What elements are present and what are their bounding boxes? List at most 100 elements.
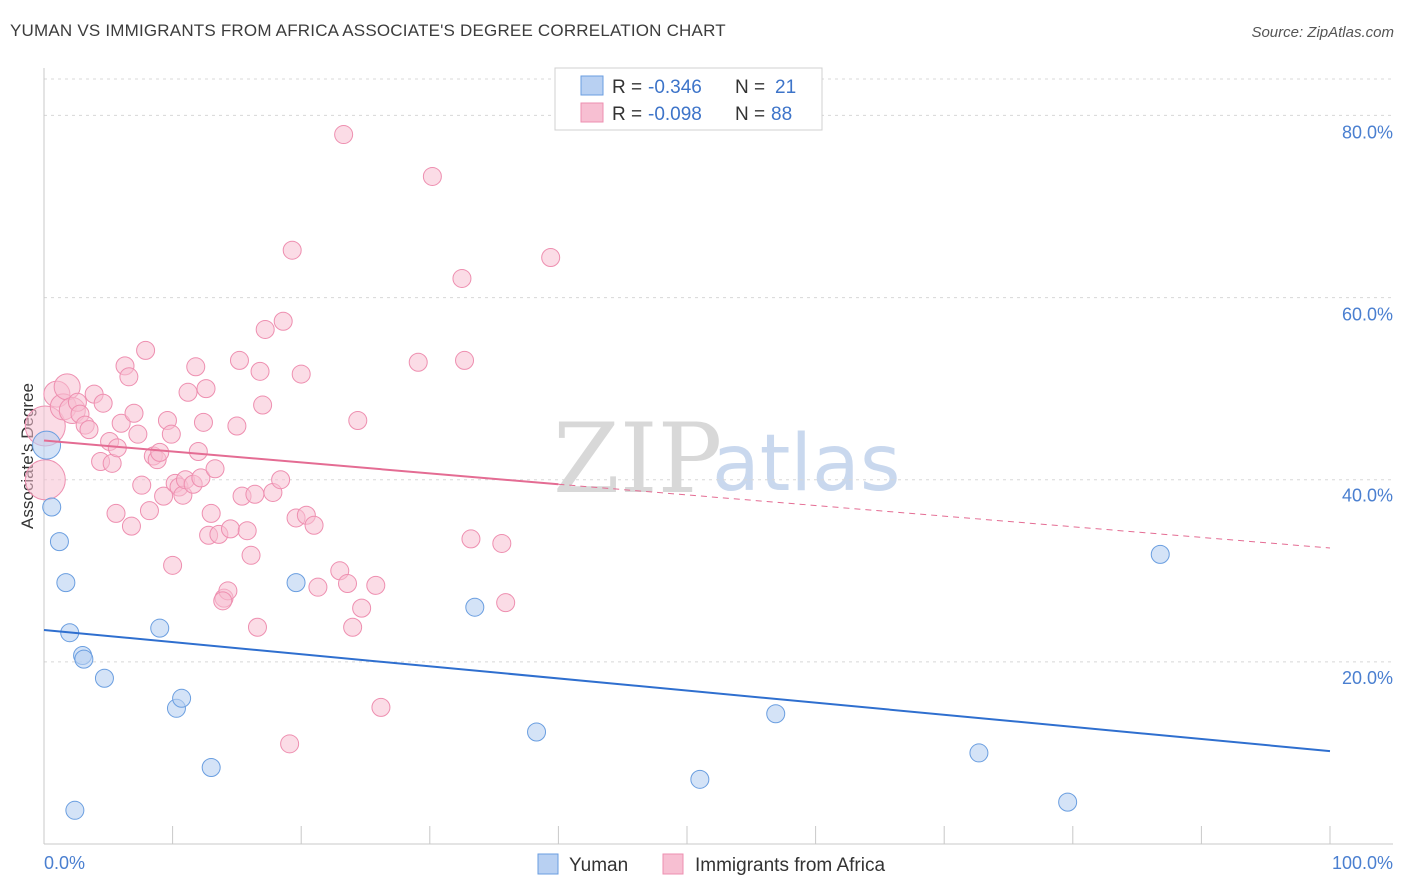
africa-point-81	[492, 533, 512, 553]
bottom-legend-label-africa: Immigrants from Africa	[695, 855, 885, 876]
yuman-point-11	[201, 758, 221, 777]
africa-point-69	[334, 125, 354, 145]
legend-r-label-2: R =	[612, 104, 642, 125]
africa-point-73	[352, 598, 372, 618]
africa-point-58	[253, 395, 273, 415]
y-tick-label-60: 60.0%	[1342, 305, 1393, 325]
africa-point-39	[188, 441, 208, 461]
africa-point-71	[343, 617, 363, 637]
x-tick-label-max: 100.0%	[1332, 853, 1393, 873]
yuman-point-16	[766, 704, 786, 724]
africa-point-72	[348, 411, 368, 431]
series-legend: Yuman Immigrants from Africa	[537, 853, 885, 876]
africa-point-24	[139, 501, 159, 521]
africa-point-86	[271, 470, 291, 490]
africa-point-77	[422, 166, 442, 186]
yuman-point-2	[49, 532, 69, 552]
bottom-legend-swatch-yuman	[537, 853, 559, 875]
africa-point-49	[220, 519, 240, 539]
yuman-point-15	[690, 769, 710, 789]
africa-point-12	[93, 393, 113, 413]
africa-point-55	[245, 484, 265, 504]
yuman-point-17	[969, 743, 989, 763]
yuman-trend-line	[43, 628, 1331, 753]
africa-point-63	[282, 240, 302, 260]
africa-point-20	[124, 403, 144, 423]
source-label: Source: ZipAtlas.com	[1251, 24, 1394, 41]
legend-r-label-1: R =	[612, 77, 642, 98]
africa-point-27	[150, 442, 170, 462]
y-axis-title: Associate's Degree	[18, 383, 37, 529]
yuman-point-14	[527, 722, 547, 742]
yuman-point-3	[56, 573, 76, 593]
africa-point-87	[304, 515, 324, 535]
africa-point-22	[132, 475, 152, 495]
y-tick-label-20: 20.0%	[1342, 668, 1393, 688]
legend-n-value-1: 21	[775, 77, 796, 98]
africa-point-38	[186, 357, 206, 377]
africa-point-65	[291, 364, 311, 384]
africa-point-80	[461, 529, 481, 549]
africa-point-16	[111, 413, 131, 433]
africa-point-59	[255, 319, 275, 339]
africa-point-18	[119, 367, 139, 387]
africa-trend-line	[43, 439, 559, 486]
yuman-point-19	[1150, 544, 1170, 564]
africa-point-44	[201, 503, 221, 523]
africa-point-21	[128, 424, 148, 444]
bottom-legend-label-yuman: Yuman	[569, 855, 628, 876]
bottom-legend-swatch-africa	[662, 853, 684, 875]
y-tick-label-40: 40.0%	[1342, 486, 1393, 506]
yuman-point-6	[74, 649, 94, 669]
yuman-point-7	[94, 668, 114, 688]
chart-title: YUMAN VS IMMIGRANTS FROM AFRICA ASSOCIAT…	[10, 21, 726, 40]
africa-point-45	[205, 459, 225, 479]
watermark-atlas: atlas	[712, 419, 901, 509]
africa-point-54	[241, 545, 261, 565]
x-tick-label-min: 0.0%	[44, 853, 85, 873]
yuman-point-10	[172, 688, 192, 708]
africa-point-51	[229, 350, 249, 370]
africa-point-62	[280, 734, 300, 754]
legend-swatch-africa	[580, 102, 604, 123]
africa-point-31	[163, 555, 183, 575]
africa-point-36	[178, 382, 198, 402]
africa-point-28	[154, 486, 174, 506]
watermark-zip: ZIP	[553, 403, 722, 515]
trend-lines	[43, 439, 1331, 753]
legend-swatch-yuman	[580, 75, 604, 96]
africa-point-57	[250, 361, 270, 381]
africa-point-78	[452, 268, 472, 288]
africa-point-56	[247, 617, 267, 637]
africa-point-15	[106, 503, 126, 523]
africa-point-30	[161, 424, 181, 444]
yuman-point-0	[32, 430, 62, 460]
y-tick-labels: 20.0% 40.0% 60.0% 80.0%	[1342, 122, 1393, 687]
x-ticks	[43, 826, 1331, 844]
africa-point-79	[455, 350, 475, 370]
africa-point-74	[366, 575, 386, 595]
africa-point-42	[196, 379, 216, 399]
africa-point-70	[337, 574, 357, 594]
africa-point-61	[273, 311, 293, 331]
africa-point-75	[371, 697, 391, 717]
correlation-legend: R = -0.346 N = 21 R = -0.098 N = 88	[554, 67, 823, 131]
legend-r-value-1: -0.346	[648, 77, 702, 98]
africa-point-19	[121, 516, 141, 536]
legend-n-label-2: N =	[735, 104, 765, 125]
africa-point-40	[191, 468, 211, 488]
yuman-point-18	[1058, 792, 1078, 812]
yuman-point-20	[65, 800, 85, 820]
africa-point-23	[136, 340, 156, 360]
legend-r-value-2: -0.098	[648, 104, 702, 125]
africa-point-82	[496, 593, 516, 613]
africa-trend-line-extrapolated	[558, 483, 1331, 549]
africa-points	[24, 125, 561, 754]
grid-lines	[44, 78, 1393, 663]
africa-point-50	[227, 416, 247, 436]
africa-point-83	[541, 248, 561, 267]
y-tick-label-80: 80.0%	[1342, 122, 1393, 142]
yuman-points	[32, 430, 1170, 820]
africa-point-53	[237, 521, 257, 541]
